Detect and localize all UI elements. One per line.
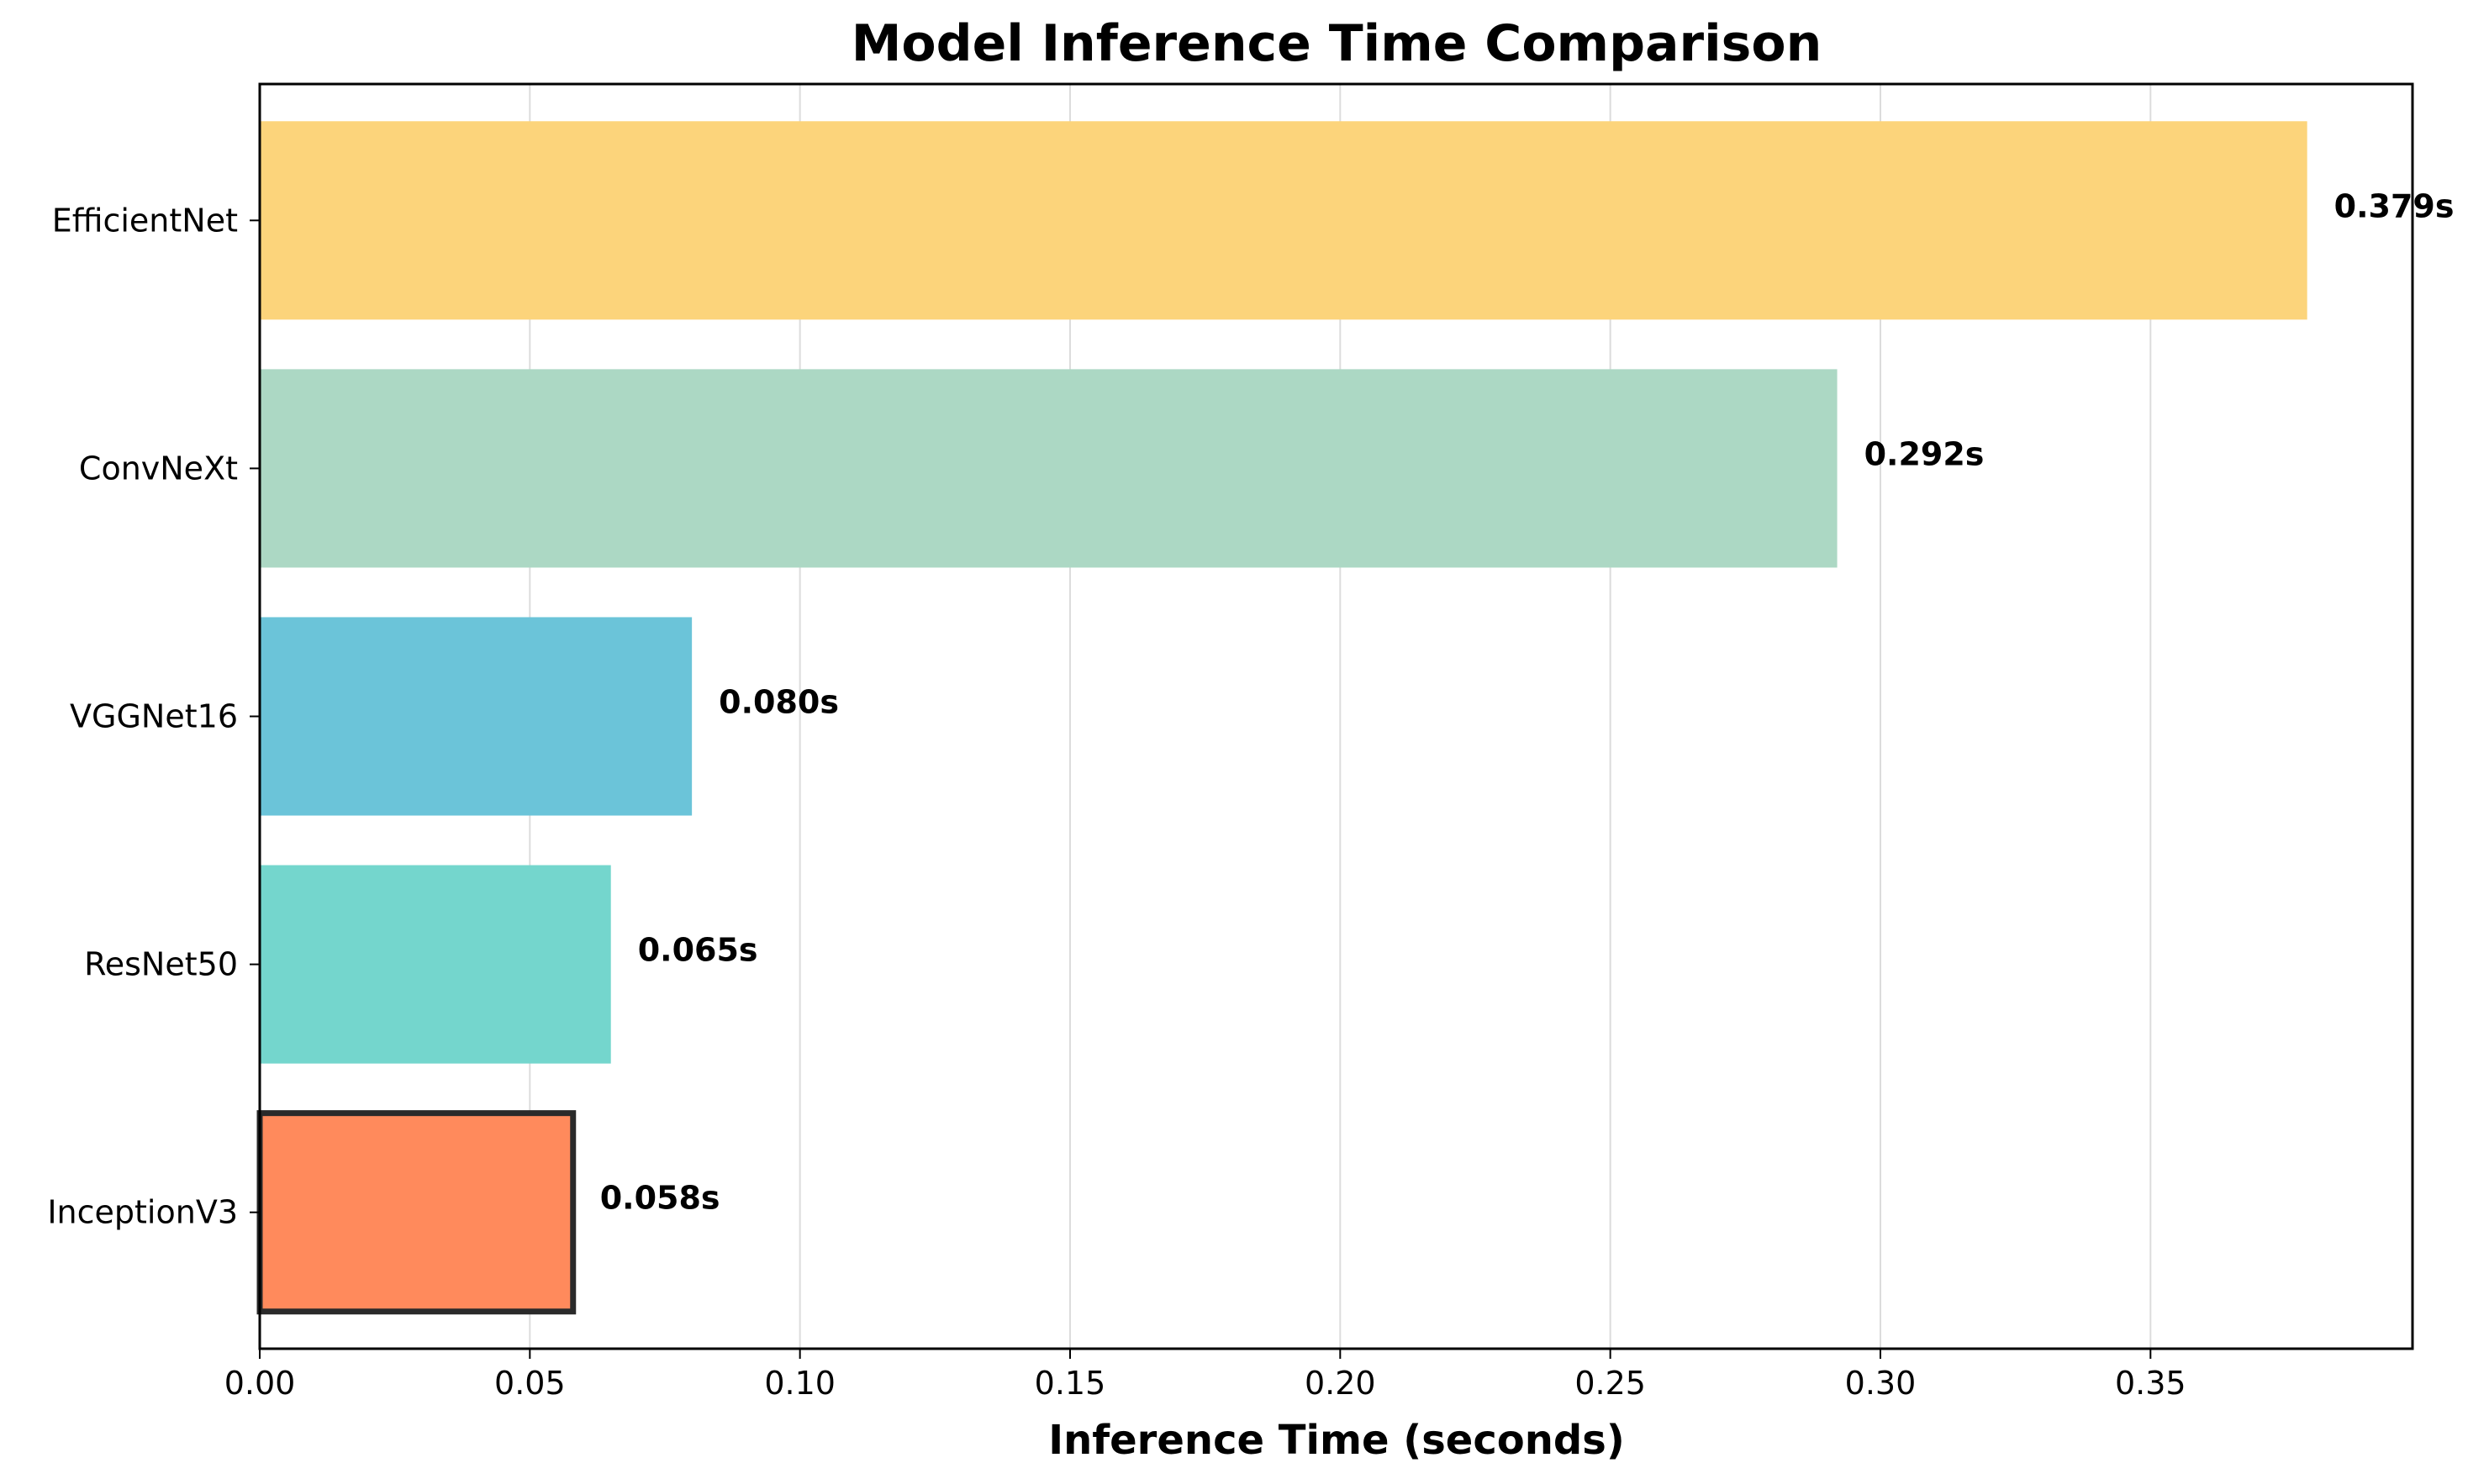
x-tick-label: 0.15	[1035, 1365, 1106, 1402]
y-tick-label-vggnet16: VGGNet16	[70, 698, 238, 735]
x-tick-label: 0.25	[1574, 1365, 1646, 1402]
data-labels: 0.058s 0.065s 0.080s 0.292s 0.379s	[600, 187, 2455, 1216]
y-tick-label-resnet50: ResNet50	[84, 946, 238, 983]
bar-convnext	[260, 369, 1838, 568]
data-label-vggnet16: 0.080s	[719, 684, 839, 721]
bar-resnet50	[260, 865, 611, 1064]
y-tick-label-convnext: ConvNeXt	[79, 450, 238, 487]
bars	[256, 121, 2307, 1315]
x-tick-label: 0.05	[494, 1365, 566, 1402]
x-axis-ticks: 0.00 0.05 0.10 0.15 0.20 0.25 0.30 0.35	[224, 1349, 2186, 1402]
y-axis-ticks: InceptionV3 ResNet50 VGGNet16 ConvNeXt Effic…	[47, 202, 260, 1231]
x-axis-label: Inference Time (seconds)	[1048, 1417, 1625, 1464]
x-tick-label: 0.20	[1305, 1365, 1376, 1402]
data-label-efficientnet: 0.379s	[2334, 187, 2455, 224]
x-tick-label: 0.35	[2115, 1365, 2186, 1402]
bar-efficientnet	[260, 121, 2307, 320]
bar-inceptionv3	[256, 1110, 577, 1315]
y-tick-label-inceptionv3: InceptionV3	[47, 1194, 238, 1231]
x-tick-label: 0.00	[224, 1365, 296, 1402]
x-tick-label: 0.30	[1845, 1365, 1917, 1402]
x-tick-label: 0.10	[764, 1365, 836, 1402]
chart-title: Model Inference Time Comparison	[852, 14, 1822, 73]
data-label-convnext: 0.292s	[1864, 435, 1985, 472]
data-label-resnet50: 0.065s	[638, 932, 758, 969]
bar-vggnet16	[260, 617, 693, 816]
y-tick-label-efficientnet: EfficientNet	[52, 202, 238, 239]
data-label-inceptionv3: 0.058s	[600, 1180, 720, 1217]
